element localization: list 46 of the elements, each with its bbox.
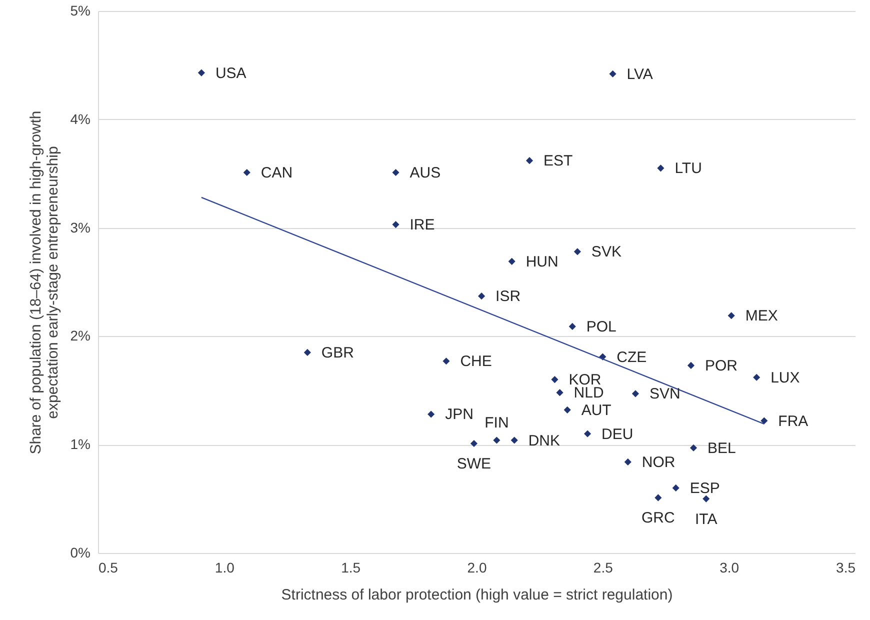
annotation: CZE: [616, 348, 647, 366]
annotation: LUX: [770, 369, 800, 386]
y-tick-label: 1%: [70, 436, 90, 452]
annotation: SWE: [456, 456, 492, 473]
annotation: SVN: [649, 386, 680, 403]
annotation: HUN: [526, 253, 558, 270]
annotation: EST: [543, 152, 573, 170]
annotation: NLD: [574, 384, 604, 402]
annotation: GBR: [321, 344, 354, 362]
annotation: SVK: [591, 244, 622, 261]
annotation: LVA: [626, 66, 653, 83]
x-tick-label: 2.0: [467, 560, 487, 576]
annotation: FRA: [778, 412, 808, 430]
x-tick-label: 2.5: [593, 560, 614, 576]
annotation: CAN: [260, 164, 293, 182]
annotation: ESP: [690, 480, 720, 497]
y-axis-title: Share of population (18–64) involved in high-growth expectation early-stage entrepreneurship: [27, 110, 62, 454]
y-tick-label: 2%: [70, 328, 90, 344]
annotation: CHE: [460, 353, 492, 370]
x-tick-label: 1.5: [341, 560, 361, 576]
annotation: AUS: [410, 164, 441, 182]
annotation: POL: [586, 318, 616, 336]
annotation: GRC: [642, 510, 676, 527]
x-tick-label: 1.0: [214, 560, 235, 576]
annotation: ISR: [496, 288, 521, 306]
y-tick-label: 5%: [70, 2, 90, 18]
annotation: MEX: [745, 308, 778, 325]
annotation: DEU: [602, 426, 634, 443]
annotation: ITA: [695, 510, 718, 528]
y-tick-label: 0%: [70, 544, 90, 560]
annotation: USA: [215, 64, 246, 82]
x-axis-title: Strictness of labor protection (high value = strict regulation): [281, 586, 673, 604]
y-tick-label: 4%: [70, 110, 90, 127]
x-tick-label: 3.0: [720, 560, 740, 576]
annotation: IRE: [410, 216, 435, 234]
annotation: AUT: [581, 402, 612, 419]
annotation: LTU: [674, 160, 702, 178]
annotation: BEL: [708, 440, 736, 457]
y-tick-label: 3%: [70, 219, 90, 236]
annotation: FIN: [484, 414, 509, 432]
x-tick-label: 3.5: [836, 560, 856, 576]
annotation: JPN: [445, 406, 474, 424]
x-tick-label: 0.5: [98, 560, 118, 576]
annotation: NOR: [642, 454, 676, 471]
annotation: DNK: [528, 432, 560, 450]
annotation: POR: [704, 357, 738, 374]
